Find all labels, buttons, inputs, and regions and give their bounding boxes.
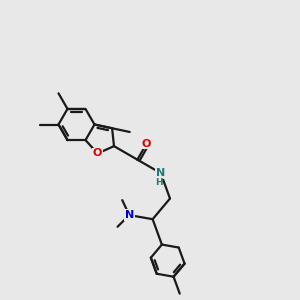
Text: N: N [156,168,165,178]
Text: H: H [155,178,163,187]
Text: O: O [142,139,152,148]
Text: O: O [93,148,102,158]
Text: N: N [124,210,134,220]
